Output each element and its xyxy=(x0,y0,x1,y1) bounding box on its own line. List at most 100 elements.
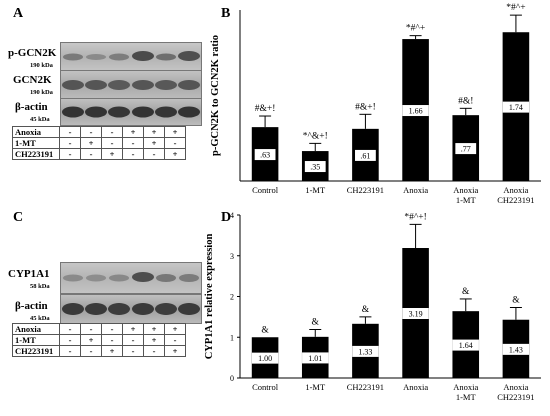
table-cell: - xyxy=(101,323,123,335)
table-cell: - xyxy=(122,137,144,149)
y-tick-label: 0 xyxy=(230,374,234,383)
table-cell: - xyxy=(143,345,165,357)
table-cell: + xyxy=(164,126,186,138)
table-cell: - xyxy=(80,126,102,138)
category-label: Anoxia xyxy=(503,185,528,195)
band-label-cyp1a1: CYP1A1 xyxy=(8,268,50,280)
value-label-box xyxy=(304,161,326,173)
significance-label: #&+! xyxy=(355,102,376,112)
table-cell: - xyxy=(164,137,186,149)
category-label: CH223191 xyxy=(497,195,534,205)
table-cell: - xyxy=(59,126,81,138)
value-label-box xyxy=(302,352,329,364)
significance-label: & xyxy=(312,318,320,328)
value-label-box xyxy=(502,343,530,355)
table-cell: - xyxy=(122,334,144,346)
table-cell: - xyxy=(80,345,102,357)
value-label: .63 xyxy=(260,151,270,160)
table-cell: - xyxy=(101,334,123,346)
bar-chart-d: 0 1 2 3 4 CYP1A1 relative expression & 1.00 Cont… xyxy=(204,211,541,402)
blot-strip-beta-actin-c xyxy=(60,294,202,324)
y-axis-label: CYP1A1 relative expression xyxy=(204,234,215,360)
value-label: .61 xyxy=(360,151,370,160)
category-label: Control xyxy=(252,382,279,392)
band-kda-gcn2k: 190 kDa xyxy=(30,89,53,96)
value-label-box xyxy=(402,308,429,320)
treatment-row-ch223191: CH223191 - - + - - + xyxy=(12,345,186,357)
treatment-row-ch223191: CH223191 - - + - - + xyxy=(12,148,186,160)
category-label: 1-MT xyxy=(456,195,477,205)
treatment-label: Anoxia xyxy=(12,323,60,335)
value-label: 1.33 xyxy=(358,347,372,356)
value-label-box xyxy=(254,149,276,161)
panel-letter-b: B xyxy=(221,6,231,21)
table-cell: - xyxy=(164,334,186,346)
significance-label: *#^+! xyxy=(404,212,426,222)
table-cell: + xyxy=(164,148,186,160)
band-label-gcn2k: GCN2K xyxy=(13,74,52,86)
table-cell: + xyxy=(101,148,123,160)
table-cell: - xyxy=(59,137,81,149)
treatment-label: Anoxia xyxy=(12,126,60,138)
value-label-box xyxy=(402,105,429,117)
significance-label: & xyxy=(462,287,470,297)
category-label: CH223191 xyxy=(347,185,384,195)
blot-bands-gcn2k xyxy=(62,80,200,90)
band-label-beta-actin-c: β-actin xyxy=(15,300,48,312)
y-axis-label: p-GCN2K to GCN2K ratio xyxy=(210,35,221,156)
value-label-box xyxy=(452,339,479,351)
blot-strip-cyp1a1 xyxy=(60,262,202,294)
table-cell: - xyxy=(80,148,102,160)
significance-label: & xyxy=(362,305,370,315)
table-cell: - xyxy=(59,334,81,346)
significance-label: #&+! xyxy=(255,104,276,114)
table-cell: - xyxy=(122,345,144,357)
band-kda-p-gcn2k: 190 kDa xyxy=(30,62,53,69)
table-cell: + xyxy=(122,126,144,138)
treatment-label: CH223191 xyxy=(12,148,60,160)
value-label-box xyxy=(251,352,279,364)
significance-label: *^&+! xyxy=(303,131,328,141)
value-label: 3.19 xyxy=(409,310,423,319)
table-cell: - xyxy=(101,126,123,138)
table-cell: - xyxy=(122,148,144,160)
panel-letter-a: A xyxy=(13,6,24,21)
band-kda-beta-actin-a: 45 kDa xyxy=(30,116,50,123)
treatment-table-c: Anoxia - - - + + + 1-MT - + - - + - CH22… xyxy=(12,323,186,357)
value-label-box xyxy=(502,101,530,113)
treatment-row-anoxia: Anoxia - - - + + + xyxy=(12,323,186,335)
table-cell: - xyxy=(59,148,81,160)
band-kda-cyp1a1: 58 kDa xyxy=(30,283,50,290)
significance-label: & xyxy=(261,325,269,335)
table-cell: + xyxy=(143,137,165,149)
bar-chart-b: p-GCN2K to GCN2K ratio #&+! .63 Control *^&+… xyxy=(210,3,541,205)
table-cell: - xyxy=(59,323,81,335)
value-label: 1.64 xyxy=(459,341,473,350)
category-label: 1-MT xyxy=(456,392,477,402)
value-label: 1.43 xyxy=(509,345,523,354)
significance-label: *#^+ xyxy=(406,24,425,34)
table-cell: + xyxy=(164,345,186,357)
table-cell: + xyxy=(101,345,123,357)
table-cell: - xyxy=(80,323,102,335)
treatment-row-anoxia: Anoxia - - - + + + xyxy=(12,126,186,138)
y-tick-label: 2 xyxy=(230,293,234,302)
category-label: Anoxia xyxy=(453,382,478,392)
y-tick-label: 4 xyxy=(230,211,234,220)
value-label-box xyxy=(455,143,477,155)
value-label-box xyxy=(355,149,376,161)
category-label: Anoxia xyxy=(403,382,428,392)
treatment-row-1-mt: 1-MT - + - - + - xyxy=(12,137,186,149)
value-label-box xyxy=(352,345,379,357)
significance-label: & xyxy=(512,296,520,306)
category-label: CH223191 xyxy=(347,382,384,392)
table-cell: - xyxy=(101,137,123,149)
y-tick-label: 3 xyxy=(230,252,234,261)
value-label: 1.01 xyxy=(308,354,322,363)
category-label: 1-MT xyxy=(305,185,326,195)
y-tick-label: 1 xyxy=(230,333,234,342)
blot-bands-cyp1a1 xyxy=(63,272,199,282)
category-label: Anoxia xyxy=(453,185,478,195)
table-cell: + xyxy=(164,323,186,335)
panel-letter-d: D xyxy=(221,210,232,225)
